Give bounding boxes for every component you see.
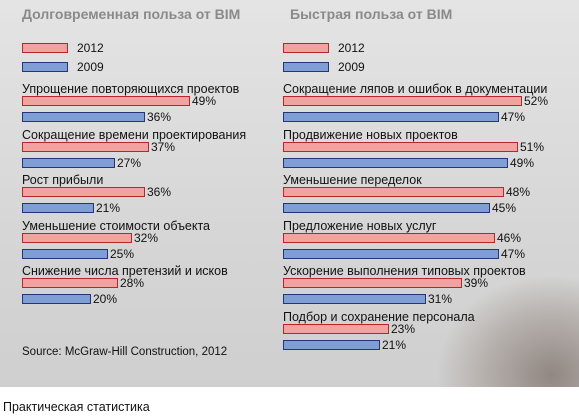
bar-2009 <box>22 157 115 168</box>
category-label: Ускорение выполнения типовых проектов <box>283 264 526 278</box>
category-label: Рост прибыли <box>22 173 104 187</box>
bar-2012 <box>22 96 190 106</box>
bar-2012 <box>22 141 149 152</box>
value-label-2012: 39% <box>464 276 489 290</box>
bar-2009 <box>22 248 108 259</box>
bar-2009 <box>22 203 94 213</box>
category-label: Предложение новых услуг <box>283 218 437 233</box>
value-label-2009: 25% <box>110 246 135 261</box>
figure-caption: Практическая статистика <box>3 400 150 414</box>
bar-2009 <box>283 248 499 259</box>
value-label-2012: 52% <box>524 94 549 108</box>
category-label: Сокращение ляпов и ошибок в документации <box>283 82 548 96</box>
bar-2012 <box>283 278 462 288</box>
category-label: Уменьшение стоимости объекта <box>22 218 210 233</box>
value-label-2009: 21% <box>382 337 407 352</box>
bar-2012 <box>22 187 145 197</box>
legend-label: 2012 <box>338 41 365 55</box>
bar-2009 <box>283 203 490 213</box>
value-label-2009: 31% <box>428 292 453 306</box>
bar-2012 <box>22 232 132 243</box>
chart-title: Быстрая польза от BIM <box>290 6 453 22</box>
decorative-background-image <box>439 277 579 387</box>
bar-2012 <box>283 187 504 197</box>
value-label-2009: 21% <box>96 201 121 215</box>
legend-swatch-2012 <box>283 43 329 53</box>
bar-2009 <box>283 157 508 168</box>
value-label-2009: 47% <box>501 110 526 124</box>
value-label-2012: 37% <box>151 139 176 154</box>
value-label-2009: 49% <box>510 155 535 170</box>
bar-2012 <box>22 278 118 288</box>
legend-swatch-2009 <box>283 62 329 72</box>
bar-2009 <box>22 112 145 122</box>
value-label-2012: 32% <box>134 230 159 245</box>
value-label-2012: 48% <box>506 185 531 199</box>
legend-label: 2009 <box>77 60 104 74</box>
bar-2009 <box>283 112 499 122</box>
value-label-2012: 49% <box>192 94 217 108</box>
value-label-2012: 46% <box>497 230 522 245</box>
bar-2009 <box>283 339 380 350</box>
source-note: Source: McGraw-Hill Construction, 2012 <box>22 346 228 358</box>
category-label: Продвижение новых проектов <box>283 127 458 142</box>
bar-2009 <box>22 294 91 304</box>
value-label-2009: 36% <box>147 110 172 124</box>
category-label: Подбор и сохранение персонала <box>283 309 475 324</box>
value-label-2009: 27% <box>117 155 142 170</box>
legend-swatch-2009 <box>22 62 68 72</box>
value-label-2009: 45% <box>492 201 517 215</box>
chart-panel: Долговременная польза от BIM 2012 2009 Упро… <box>0 0 579 387</box>
category-label: Упрощение повторяющихся проектов <box>22 82 240 96</box>
bar-2012 <box>283 323 389 334</box>
legend-label: 2012 <box>77 41 104 55</box>
value-label-2009: 47% <box>501 246 526 261</box>
value-label-2012: 23% <box>391 321 416 336</box>
value-label-2012: 36% <box>147 185 172 199</box>
category-label: Сокращение времени проектирования <box>22 127 247 142</box>
chart-title: Долговременная польза от BIM <box>22 6 241 22</box>
bar-2012 <box>283 141 518 152</box>
bar-2012 <box>283 232 495 243</box>
value-label-2012: 28% <box>120 276 145 290</box>
value-label-2012: 51% <box>520 139 545 154</box>
legend-label: 2009 <box>338 60 365 74</box>
legend-swatch-2012 <box>22 43 68 53</box>
category-label: Снижение числа претензий и исков <box>22 264 228 278</box>
category-label: Уменьшение переделок <box>283 173 422 187</box>
bar-2009 <box>283 294 426 304</box>
bar-2012 <box>283 96 522 106</box>
value-label-2009: 20% <box>93 292 118 306</box>
